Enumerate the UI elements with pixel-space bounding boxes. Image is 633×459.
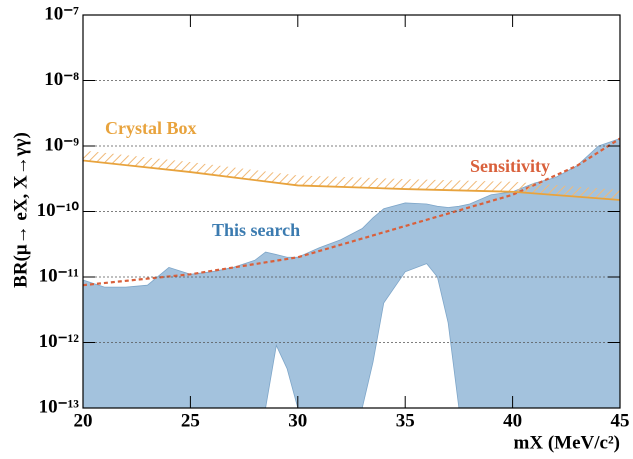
series-label: Crystal Box xyxy=(105,118,197,138)
series-label: Sensitivity xyxy=(470,156,550,176)
exclusion-hatch xyxy=(82,150,621,200)
x-axis-label: mX (MeV/c²) xyxy=(514,432,620,453)
plot-frame xyxy=(82,14,621,409)
y-tick-label: 10⁻⁷ xyxy=(44,3,79,24)
y-axis-label: BR(μ→ eX, X→γγ) xyxy=(10,132,31,288)
y-tick-label: 10⁻¹¹ xyxy=(39,265,79,286)
limit-line xyxy=(82,137,621,287)
x-tick-label: 40 xyxy=(503,410,522,431)
x-tick-label: 35 xyxy=(396,410,415,431)
x-tick-label: 20 xyxy=(74,410,93,431)
x-tick-label: 45 xyxy=(611,410,630,431)
x-tick-label: 30 xyxy=(288,410,307,431)
y-tick-label: 10⁻⁹ xyxy=(44,134,79,155)
series-label: This search xyxy=(212,220,300,240)
y-tick-label: 10⁻⁸ xyxy=(44,69,79,90)
y-tick-label: 10⁻¹⁰ xyxy=(37,200,80,221)
y-tick-label: 10⁻¹² xyxy=(39,331,80,352)
y-tick-label: 10⁻¹³ xyxy=(39,396,80,417)
x-tick-label: 25 xyxy=(181,410,200,431)
limit-line xyxy=(82,159,621,201)
